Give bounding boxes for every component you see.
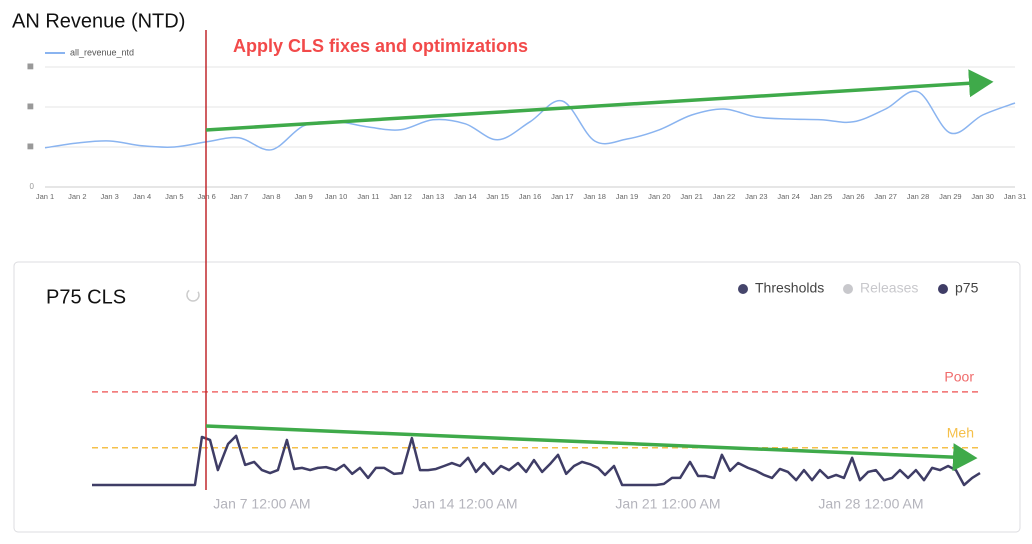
x-tick-label: Jan 24	[777, 192, 800, 201]
x-tick-label: Jan 20	[648, 192, 671, 201]
x-tick-label: Jan 29	[939, 192, 962, 201]
legend-label[interactable]: all_revenue_ntd	[70, 47, 134, 57]
x-tick-label: Jan 26	[842, 192, 865, 201]
chart-title: P75 CLS	[46, 286, 126, 308]
x-tick-label: Jan 21 12:00 AM	[615, 496, 720, 512]
y-tick-label: ■	[27, 139, 34, 153]
annotation: Apply CLS fixes and optimizations	[233, 36, 528, 56]
x-tick-label: Jan 16	[519, 192, 542, 201]
x-tick-label: Jan 14 12:00 AM	[412, 496, 517, 512]
x-tick-label: Jan 8	[262, 192, 280, 201]
x-tick-label: Jan 21	[680, 192, 703, 201]
legend-dot	[938, 284, 948, 294]
threshold-label: Meh	[947, 424, 974, 440]
x-tick-label: Jan 23	[745, 192, 768, 201]
y-tick-label: 0	[30, 182, 35, 191]
trend-arrow	[205, 424, 978, 472]
x-tick-label: Jan 11	[357, 192, 379, 201]
x-tick-label: Jan 25	[810, 192, 833, 201]
trend-arrow	[205, 69, 994, 132]
x-tick-label: Jan 3	[100, 192, 118, 201]
y-tick-label: ■	[27, 59, 34, 73]
x-tick-label: Jan 10	[325, 192, 348, 201]
legend-label[interactable]: p75	[955, 280, 979, 296]
legend-dot	[738, 284, 748, 294]
threshold-label: Poor	[944, 369, 974, 385]
x-tick-label: Jan 9	[294, 192, 312, 201]
x-tick-label: Jan 1	[36, 192, 54, 201]
x-tick-label: Jan 27	[874, 192, 897, 201]
x-tick-label: Jan 4	[133, 192, 151, 201]
legend-dot	[843, 284, 853, 294]
x-tick-label: Jan 12	[389, 192, 412, 201]
x-tick-label: Jan 30	[971, 192, 994, 201]
y-tick-label: ■	[27, 99, 34, 113]
x-tick-label: Jan 5	[165, 192, 183, 201]
x-tick-label: Jan 7	[230, 192, 248, 201]
x-tick-label: Jan 2	[68, 192, 86, 201]
x-tick-label: Jan 18	[583, 192, 606, 201]
x-tick-label: Jan 7 12:00 AM	[213, 496, 310, 512]
x-tick-label: Jan 15	[486, 192, 509, 201]
chart-title: AN Revenue (NTD)	[12, 10, 185, 32]
x-tick-label: Jan 13	[422, 192, 445, 201]
icon	[186, 288, 200, 302]
legend-label[interactable]: Releases	[860, 280, 918, 296]
x-tick-label: Jan 19	[616, 192, 639, 201]
legend-label[interactable]: Thresholds	[755, 280, 824, 296]
panel	[13, 261, 1021, 533]
x-tick-label: Jan 28 12:00 AM	[818, 496, 923, 512]
x-tick-label: Jan 22	[713, 192, 736, 201]
x-tick-label: Jan 17	[551, 192, 574, 201]
series-line	[92, 434, 981, 487]
x-tick-label: Jan 14	[454, 192, 477, 201]
x-tick-label: Jan 28	[907, 192, 930, 201]
series-line	[44, 90, 1016, 151]
x-tick-label: Jan 31	[1004, 192, 1027, 201]
